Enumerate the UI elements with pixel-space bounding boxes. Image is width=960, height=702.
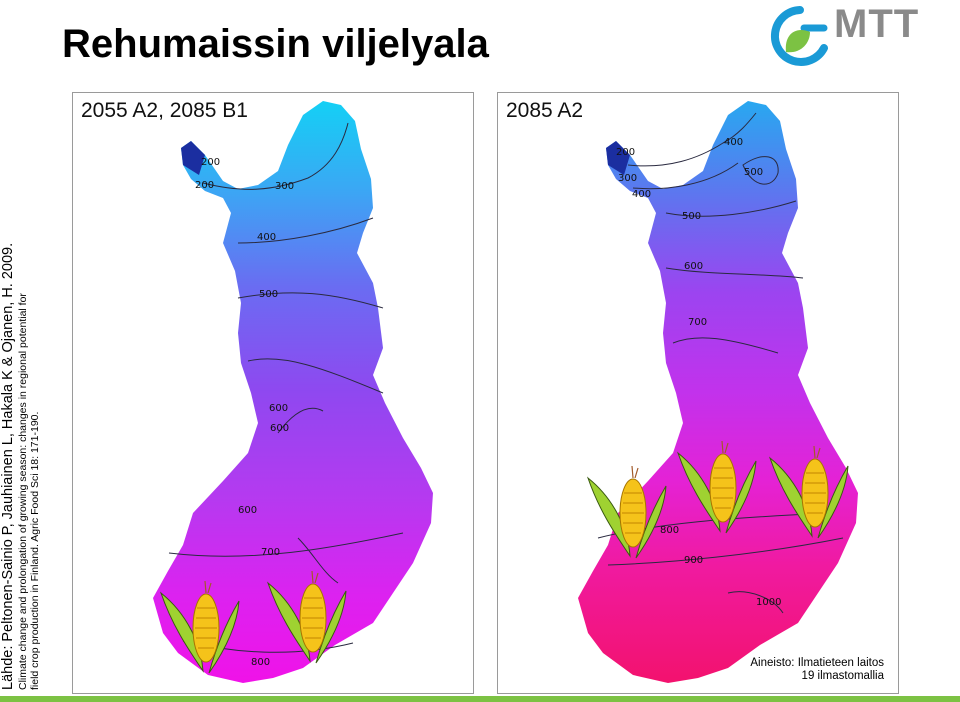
logo-text: MTT: [834, 2, 920, 46]
mtt-logo-icon: [771, 6, 828, 66]
data-source-note: Aineisto: Ilmatieteen laitos 19 ilmastom…: [720, 657, 884, 683]
contour-label: 400: [257, 232, 276, 243]
panel-label-left: 2055 A2, 2085 B1: [81, 99, 248, 122]
bottom-accent-bar: [0, 696, 960, 702]
contour-label: 1000: [756, 597, 781, 608]
contour-label: 200: [201, 157, 220, 168]
corn-icon: [768, 445, 849, 539]
contour-label: 900: [684, 555, 703, 566]
corn-icon: [676, 440, 757, 534]
corn-icon: [266, 570, 347, 664]
contour-label: 600: [270, 423, 289, 434]
corn-icon: [159, 580, 240, 674]
contour-label: 400: [724, 137, 743, 148]
contour-label: 500: [259, 289, 278, 300]
contour-label: 600: [238, 505, 257, 516]
data-source-line-2: 19 ilmastomallia: [801, 670, 884, 682]
map-panel-left: 2055 A2, 2085 B1 200: [72, 92, 474, 694]
contour-label: 500: [682, 211, 701, 222]
contour-label: 600: [269, 403, 288, 414]
source-line-2: Climate change and prolongation of growi…: [17, 293, 29, 690]
panel-label-right: 2085 A2: [506, 99, 584, 122]
map-panel-right: 2085 A2 200: [497, 92, 899, 694]
data-source-line-1: Aineisto: Ilmatieteen laitos: [750, 657, 884, 669]
finland-shape-right: [578, 101, 858, 683]
corn-icon: [586, 465, 667, 559]
finland-map-right: 200 300 400 400 500 500 600 700 800 900 …: [578, 101, 858, 683]
contour-label: 400: [632, 189, 651, 200]
contour-label: 200: [616, 147, 635, 158]
contour-label: 800: [251, 657, 270, 668]
contour-label: 800: [660, 525, 679, 536]
contour-label: 300: [618, 173, 637, 184]
finland-map-left: 200 200 300 400 500 600 600 600 700 800: [153, 101, 433, 683]
contour-label: 700: [261, 547, 280, 558]
page-title: Rehumaissin viljelyala: [62, 22, 489, 66]
source-line-1: Lähde: Peltonen-Sainio P, Jauhiainen L, …: [0, 242, 16, 690]
contour-label: 200: [195, 180, 214, 191]
finland-shape-left: [153, 101, 433, 683]
contour-label: 300: [275, 181, 294, 192]
contour-label: 500: [744, 167, 763, 178]
source-line-3: field crop production in Finland. Agric …: [29, 411, 41, 690]
contour-label: 700: [688, 317, 707, 328]
contour-label: 600: [684, 261, 703, 272]
